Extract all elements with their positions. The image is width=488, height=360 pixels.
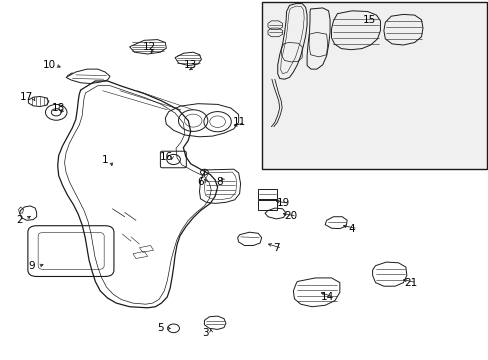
Text: 5: 5 <box>157 323 163 333</box>
Text: 17: 17 <box>20 92 34 102</box>
Text: 8: 8 <box>215 177 222 187</box>
Text: 1: 1 <box>102 155 108 165</box>
Text: 3: 3 <box>202 328 208 338</box>
Text: 14: 14 <box>320 292 334 302</box>
Text: 13: 13 <box>183 60 197 70</box>
Text: 19: 19 <box>276 198 290 208</box>
Text: 15: 15 <box>362 15 375 25</box>
Text: 16: 16 <box>159 152 173 162</box>
Text: 6: 6 <box>197 177 203 187</box>
Text: 11: 11 <box>232 117 246 127</box>
Text: 21: 21 <box>403 278 417 288</box>
Text: 2: 2 <box>16 215 23 225</box>
Text: 9: 9 <box>28 261 35 271</box>
Bar <box>261 2 486 169</box>
Text: 4: 4 <box>348 224 355 234</box>
Text: 12: 12 <box>142 42 156 52</box>
Text: 10: 10 <box>42 60 55 70</box>
Text: 18: 18 <box>52 103 65 113</box>
Text: 7: 7 <box>272 243 279 253</box>
Text: 20: 20 <box>284 211 297 221</box>
